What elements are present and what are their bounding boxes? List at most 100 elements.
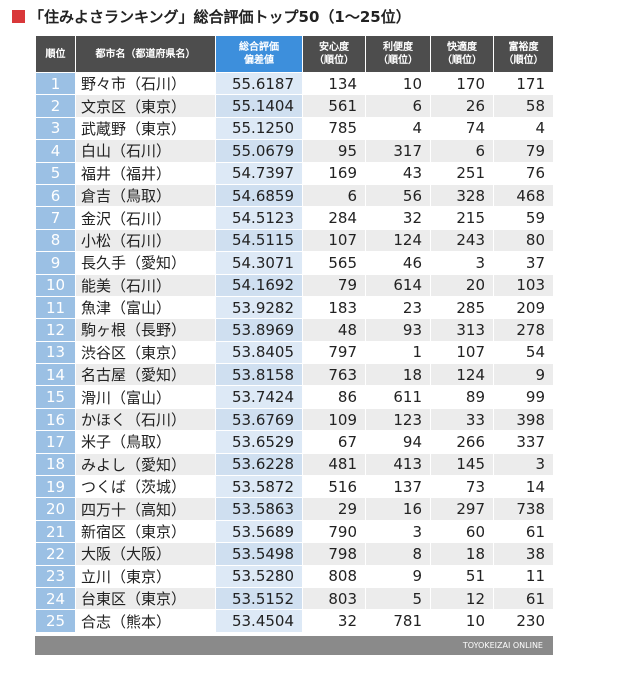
table-cell: 32 <box>365 206 431 230</box>
table-cell: 3 <box>430 251 494 275</box>
table-row: 9 長久手（愛知） 54.3071 565 46 3 37 <box>35 251 554 275</box>
table-cell: 24 <box>35 586 76 611</box>
header-cell: 快適度 （順位） <box>430 35 494 73</box>
table-row: 8 小松（石川） 54.5115 107 124 243 80 <box>35 228 554 253</box>
table-cell: 79 <box>302 273 366 297</box>
table-cell: 13 <box>35 340 76 365</box>
table-cell: 5 <box>365 586 431 611</box>
table-cell: 53.5689 <box>215 519 303 544</box>
table-cell: 14 <box>35 363 76 387</box>
ranking-table: 順位 都市名（都道府県名） 総合評価 偏差値 安心度 （順位） 利便度 （順位） 快適度 （順位）… <box>35 35 554 633</box>
table-cell: 2 <box>35 94 76 118</box>
table-cell: 89 <box>430 385 494 409</box>
table-cell: 18 <box>430 542 494 566</box>
table-cell: 134 <box>302 71 366 96</box>
table-cell: 80 <box>493 228 554 253</box>
header-cell: 富裕度 （順位） <box>493 35 554 73</box>
table-cell: 123 <box>365 407 431 432</box>
table-cell: 37 <box>493 251 554 275</box>
table-cell: 53.6769 <box>215 407 303 432</box>
table-row: 18 みよし（愛知） 53.6228 481 413 145 3 <box>35 452 554 477</box>
table-cell: 561 <box>302 94 366 118</box>
table-cell: 51 <box>430 564 494 588</box>
header-text: （順位） <box>314 55 354 66</box>
table-cell: 16 <box>365 497 431 521</box>
table-cell: 14 <box>493 475 554 499</box>
table-cell: 243 <box>430 228 494 253</box>
table-row: 11 魚津（富山） 53.9282 183 23 285 209 <box>35 295 554 320</box>
table-cell: 倉吉（鳥取） <box>75 183 216 208</box>
table-row: 22 大阪（大阪） 53.5498 798 8 18 38 <box>35 542 554 566</box>
table-cell: つくば（茨城） <box>75 475 216 499</box>
table-cell: 565 <box>302 251 366 275</box>
table-cell: 21 <box>35 519 76 544</box>
table-cell: 9 <box>35 251 76 275</box>
table-cell: 滑川（富山） <box>75 385 216 409</box>
table-cell: 福井（福井） <box>75 161 216 185</box>
header-row: 順位 都市名（都道府県名） 総合評価 偏差値 安心度 （順位） 利便度 （順位） 快適度 （順位）… <box>35 35 554 73</box>
table-cell: 58 <box>493 94 554 118</box>
table-cell: 10 <box>35 273 76 297</box>
table-cell: 55.6187 <box>215 71 303 96</box>
table-cell: 103 <box>493 273 554 297</box>
table-cell: 3 <box>365 519 431 544</box>
table-cell: 12 <box>430 586 494 611</box>
title-marker <box>12 10 25 23</box>
table-row: 6 倉吉（鳥取） 54.6859 6 56 328 468 <box>35 183 554 208</box>
table-cell: 74 <box>430 116 494 141</box>
table-cell: 6 <box>302 183 366 208</box>
table-cell: 285 <box>430 295 494 320</box>
table-cell: 183 <box>302 295 366 320</box>
table-cell: 54.5123 <box>215 206 303 230</box>
table-cell: 20 <box>430 273 494 297</box>
table-cell: 95 <box>302 139 366 163</box>
table-cell: 4 <box>35 139 76 163</box>
table-cell: 8 <box>365 542 431 566</box>
table-cell: 48 <box>302 318 366 342</box>
table-row: 19 つくば（茨城） 53.5872 516 137 73 14 <box>35 475 554 499</box>
table-row: 24 台東区（東京） 53.5152 803 5 12 61 <box>35 586 554 611</box>
table-cell: 8 <box>35 228 76 253</box>
header-text: 偏差値 <box>244 55 274 66</box>
table-cell: 文京区（東京） <box>75 94 216 118</box>
table-cell: 763 <box>302 363 366 387</box>
table-cell: 738 <box>493 497 554 521</box>
table-cell: 9 <box>493 363 554 387</box>
table-cell: 25 <box>35 609 76 633</box>
table-cell: 266 <box>430 430 494 454</box>
header-cell: 都市名（都道府県名） <box>75 35 216 73</box>
table-cell: 209 <box>493 295 554 320</box>
table-cell: 54 <box>493 340 554 365</box>
table-cell: 53.5863 <box>215 497 303 521</box>
table-cell: 54.6859 <box>215 183 303 208</box>
table-cell: 86 <box>302 385 366 409</box>
table-cell: 55.0679 <box>215 139 303 163</box>
table-cell: 7 <box>35 206 76 230</box>
table-cell: みよし（愛知） <box>75 452 216 477</box>
table-cell: 107 <box>430 340 494 365</box>
table-cell: 53.9282 <box>215 295 303 320</box>
table-cell: 53.5152 <box>215 586 303 611</box>
table-cell: 23 <box>365 295 431 320</box>
table-row: 17 米子（鳥取） 53.6529 67 94 266 337 <box>35 430 554 454</box>
table-row: 12 駒ヶ根（長野） 53.8969 48 93 313 278 <box>35 318 554 342</box>
table-cell: 53.8158 <box>215 363 303 387</box>
table-cell: 54.1692 <box>215 273 303 297</box>
table-cell: 53.6228 <box>215 452 303 477</box>
table-cell: 12 <box>35 318 76 342</box>
table-cell: 16 <box>35 407 76 432</box>
table-cell: 145 <box>430 452 494 477</box>
table-cell: 328 <box>430 183 494 208</box>
table-cell: 413 <box>365 452 431 477</box>
table-cell: 124 <box>430 363 494 387</box>
table-cell: 55.1404 <box>215 94 303 118</box>
table-cell: 9 <box>365 564 431 588</box>
table-row: 20 四万十（高知） 53.5863 29 16 297 738 <box>35 497 554 521</box>
table-row: 5 福井（福井） 54.7397 169 43 251 76 <box>35 161 554 185</box>
table-cell: 317 <box>365 139 431 163</box>
table-cell: 米子（鳥取） <box>75 430 216 454</box>
table-cell: 284 <box>302 206 366 230</box>
table-cell: 124 <box>365 228 431 253</box>
table-cell: 白山（石川） <box>75 139 216 163</box>
table-cell: 4 <box>365 116 431 141</box>
